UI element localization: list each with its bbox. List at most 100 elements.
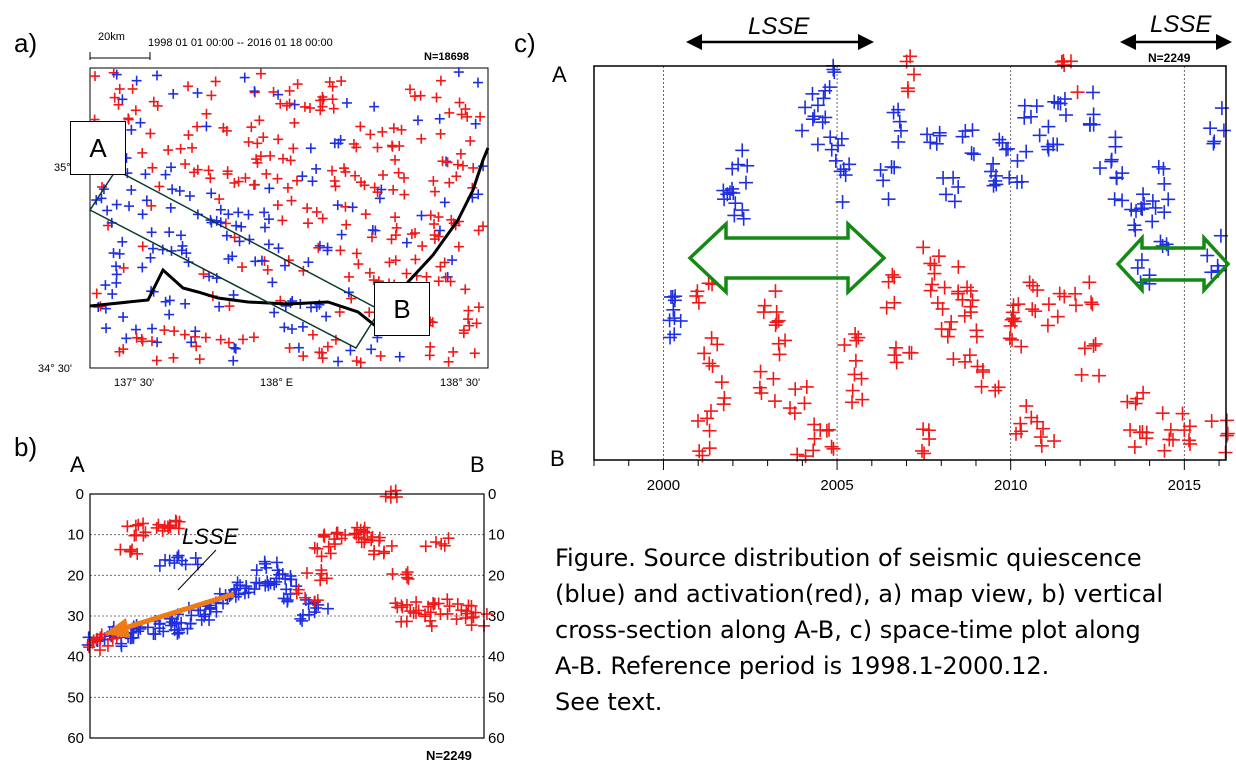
data-point [920,127,935,142]
epicenter-mark [136,333,147,344]
data-point [714,375,729,390]
panel-a-label: a) [14,28,38,58]
epicenter-mark [163,145,174,156]
data-point [1086,85,1101,100]
epicenter-mark [451,171,462,182]
epicenter-mark [454,97,465,108]
epicenter-mark [152,70,163,81]
data-point [355,536,368,549]
epicenter-mark [314,240,325,251]
data-point [141,621,154,634]
data-point [689,289,704,304]
panel-b-end-b: B [470,452,485,477]
data-point [1019,144,1034,159]
data-point [1151,159,1166,174]
epicenter-mark [214,194,225,205]
data-point [876,173,891,188]
epicenter-mark [221,230,232,241]
data-point [385,539,398,552]
data-point [927,266,942,281]
data-point [757,298,772,313]
epicenter-mark [307,176,318,187]
epicenter-mark [114,248,125,259]
data-point [465,611,478,624]
data-point [460,605,473,618]
data-point [736,211,751,226]
epicenter-mark [460,284,471,295]
data-point [1107,192,1122,207]
data-point [1206,136,1221,151]
epicenter-mark [145,252,156,263]
epicenter-mark [350,170,361,181]
epicenter-mark [456,109,467,120]
epicenter-mark [401,237,412,248]
data-point [831,138,846,153]
data-point [1162,432,1177,447]
data-point [1085,297,1100,312]
y-tick-right: 20 [488,567,505,584]
epicenter-mark [463,305,474,316]
data-point [873,163,888,178]
data-point [923,283,938,298]
data-point [352,531,365,544]
data-point [702,423,717,438]
data-point [410,606,423,619]
data-point [702,441,717,456]
data-point [328,538,341,551]
data-point [1070,85,1085,100]
data-point [114,543,127,556]
epicenter-mark [186,337,197,348]
data-point [995,135,1010,150]
epicenter-mark [243,209,254,220]
x-tick-label: 2005 [820,477,853,494]
epicenter-mark [114,83,125,94]
epicenter-mark [302,203,313,214]
epicenter-mark [390,154,401,165]
data-point [849,333,864,348]
epicenter-mark [416,133,427,144]
data-point [725,161,740,176]
data-point [465,599,478,612]
cross-section-count: N=2249 [426,748,472,763]
data-point [1047,94,1062,109]
coastline [89,147,490,331]
data-point [731,157,746,172]
data-point [147,628,160,641]
data-point [951,259,966,274]
map-points [89,67,489,368]
data-point [412,604,425,617]
epicenter-mark [201,121,212,132]
epicenter-mark [273,89,284,100]
data-point [1040,318,1055,333]
epicenter-mark [118,262,129,273]
y-tick-right: 30 [488,608,505,625]
y-tick-left: 50 [67,689,84,706]
epicenter-mark [282,182,293,193]
epicenter-mark [111,199,122,210]
lsse-orange-arrow [117,591,235,633]
data-point [1029,99,1044,114]
data-point [157,625,170,638]
data-point [947,194,962,209]
data-point [132,625,145,638]
data-point [1214,101,1229,116]
data-point [932,125,947,140]
data-point [248,583,261,596]
epicenter-mark [203,165,214,176]
data-point [1157,443,1172,458]
data-point [787,406,802,421]
data-point [410,596,423,609]
x-tick-label: 2015 [1168,477,1201,494]
data-point [314,574,327,587]
data-point [1182,419,1197,434]
epicenter-mark [364,307,375,318]
data-point [273,568,286,581]
data-point [1036,421,1051,436]
data-point [1010,153,1025,168]
point-a-box: A [70,121,126,175]
epicenter-mark [263,214,274,225]
data-point [691,295,706,310]
data-point [1057,289,1072,304]
data-point [296,609,309,622]
data-point [1200,248,1215,263]
